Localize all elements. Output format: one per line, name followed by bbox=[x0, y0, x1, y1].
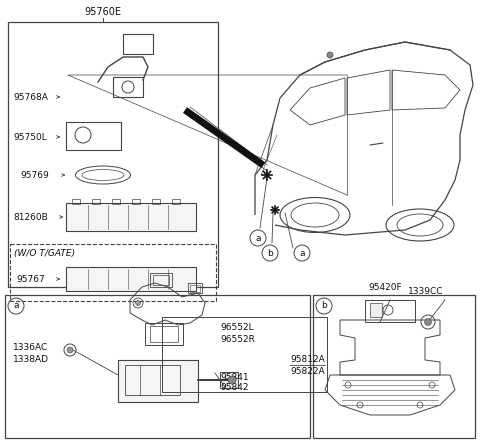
Text: 95822A: 95822A bbox=[290, 368, 324, 377]
Bar bbox=[153, 275, 169, 285]
Bar bbox=[92, 199, 100, 204]
Text: 95812A: 95812A bbox=[290, 355, 325, 365]
Circle shape bbox=[228, 376, 236, 384]
Bar bbox=[66, 203, 196, 231]
Text: 95420F: 95420F bbox=[368, 284, 402, 292]
Circle shape bbox=[327, 52, 333, 58]
Text: 96552R: 96552R bbox=[220, 334, 255, 343]
Bar bbox=[8, 22, 218, 287]
Text: 81260B: 81260B bbox=[13, 213, 48, 222]
Text: b: b bbox=[321, 302, 327, 311]
Bar bbox=[150, 273, 172, 287]
Text: 1339CC: 1339CC bbox=[408, 288, 444, 296]
Text: (W/O T/GATE): (W/O T/GATE) bbox=[14, 249, 75, 258]
Circle shape bbox=[424, 319, 432, 326]
Bar bbox=[72, 199, 80, 204]
Circle shape bbox=[135, 300, 141, 306]
Bar bbox=[123, 34, 153, 54]
Text: 95768A: 95768A bbox=[13, 93, 48, 101]
Text: 95842: 95842 bbox=[220, 382, 249, 392]
Text: 95841: 95841 bbox=[220, 373, 249, 381]
Bar bbox=[66, 267, 196, 291]
Text: a: a bbox=[13, 302, 19, 311]
Bar bbox=[145, 323, 183, 345]
Bar bbox=[220, 372, 238, 388]
Circle shape bbox=[67, 347, 73, 353]
Text: 95750L: 95750L bbox=[13, 132, 47, 141]
Text: 95767: 95767 bbox=[16, 275, 45, 284]
Bar bbox=[66, 122, 121, 150]
Text: 1336AC: 1336AC bbox=[13, 342, 48, 351]
Text: 95760E: 95760E bbox=[84, 7, 121, 17]
Bar bbox=[112, 199, 120, 204]
Text: 1338AD: 1338AD bbox=[13, 355, 49, 365]
Bar bbox=[152, 199, 160, 204]
Bar bbox=[190, 285, 200, 292]
Bar bbox=[150, 326, 178, 342]
Bar bbox=[162, 317, 327, 392]
Bar bbox=[5, 295, 310, 438]
Text: a: a bbox=[255, 233, 261, 242]
Text: a: a bbox=[299, 249, 305, 257]
Text: 96552L: 96552L bbox=[220, 323, 253, 331]
Bar bbox=[125, 365, 180, 395]
Bar bbox=[132, 199, 140, 204]
Bar bbox=[188, 283, 202, 293]
Bar bbox=[370, 303, 382, 317]
Bar bbox=[113, 77, 143, 97]
Bar bbox=[313, 295, 475, 438]
Bar bbox=[10, 244, 216, 301]
Bar bbox=[365, 300, 415, 322]
Text: b: b bbox=[267, 249, 273, 257]
Text: 95769: 95769 bbox=[20, 171, 49, 179]
Bar bbox=[172, 199, 180, 204]
Bar bbox=[118, 360, 198, 402]
